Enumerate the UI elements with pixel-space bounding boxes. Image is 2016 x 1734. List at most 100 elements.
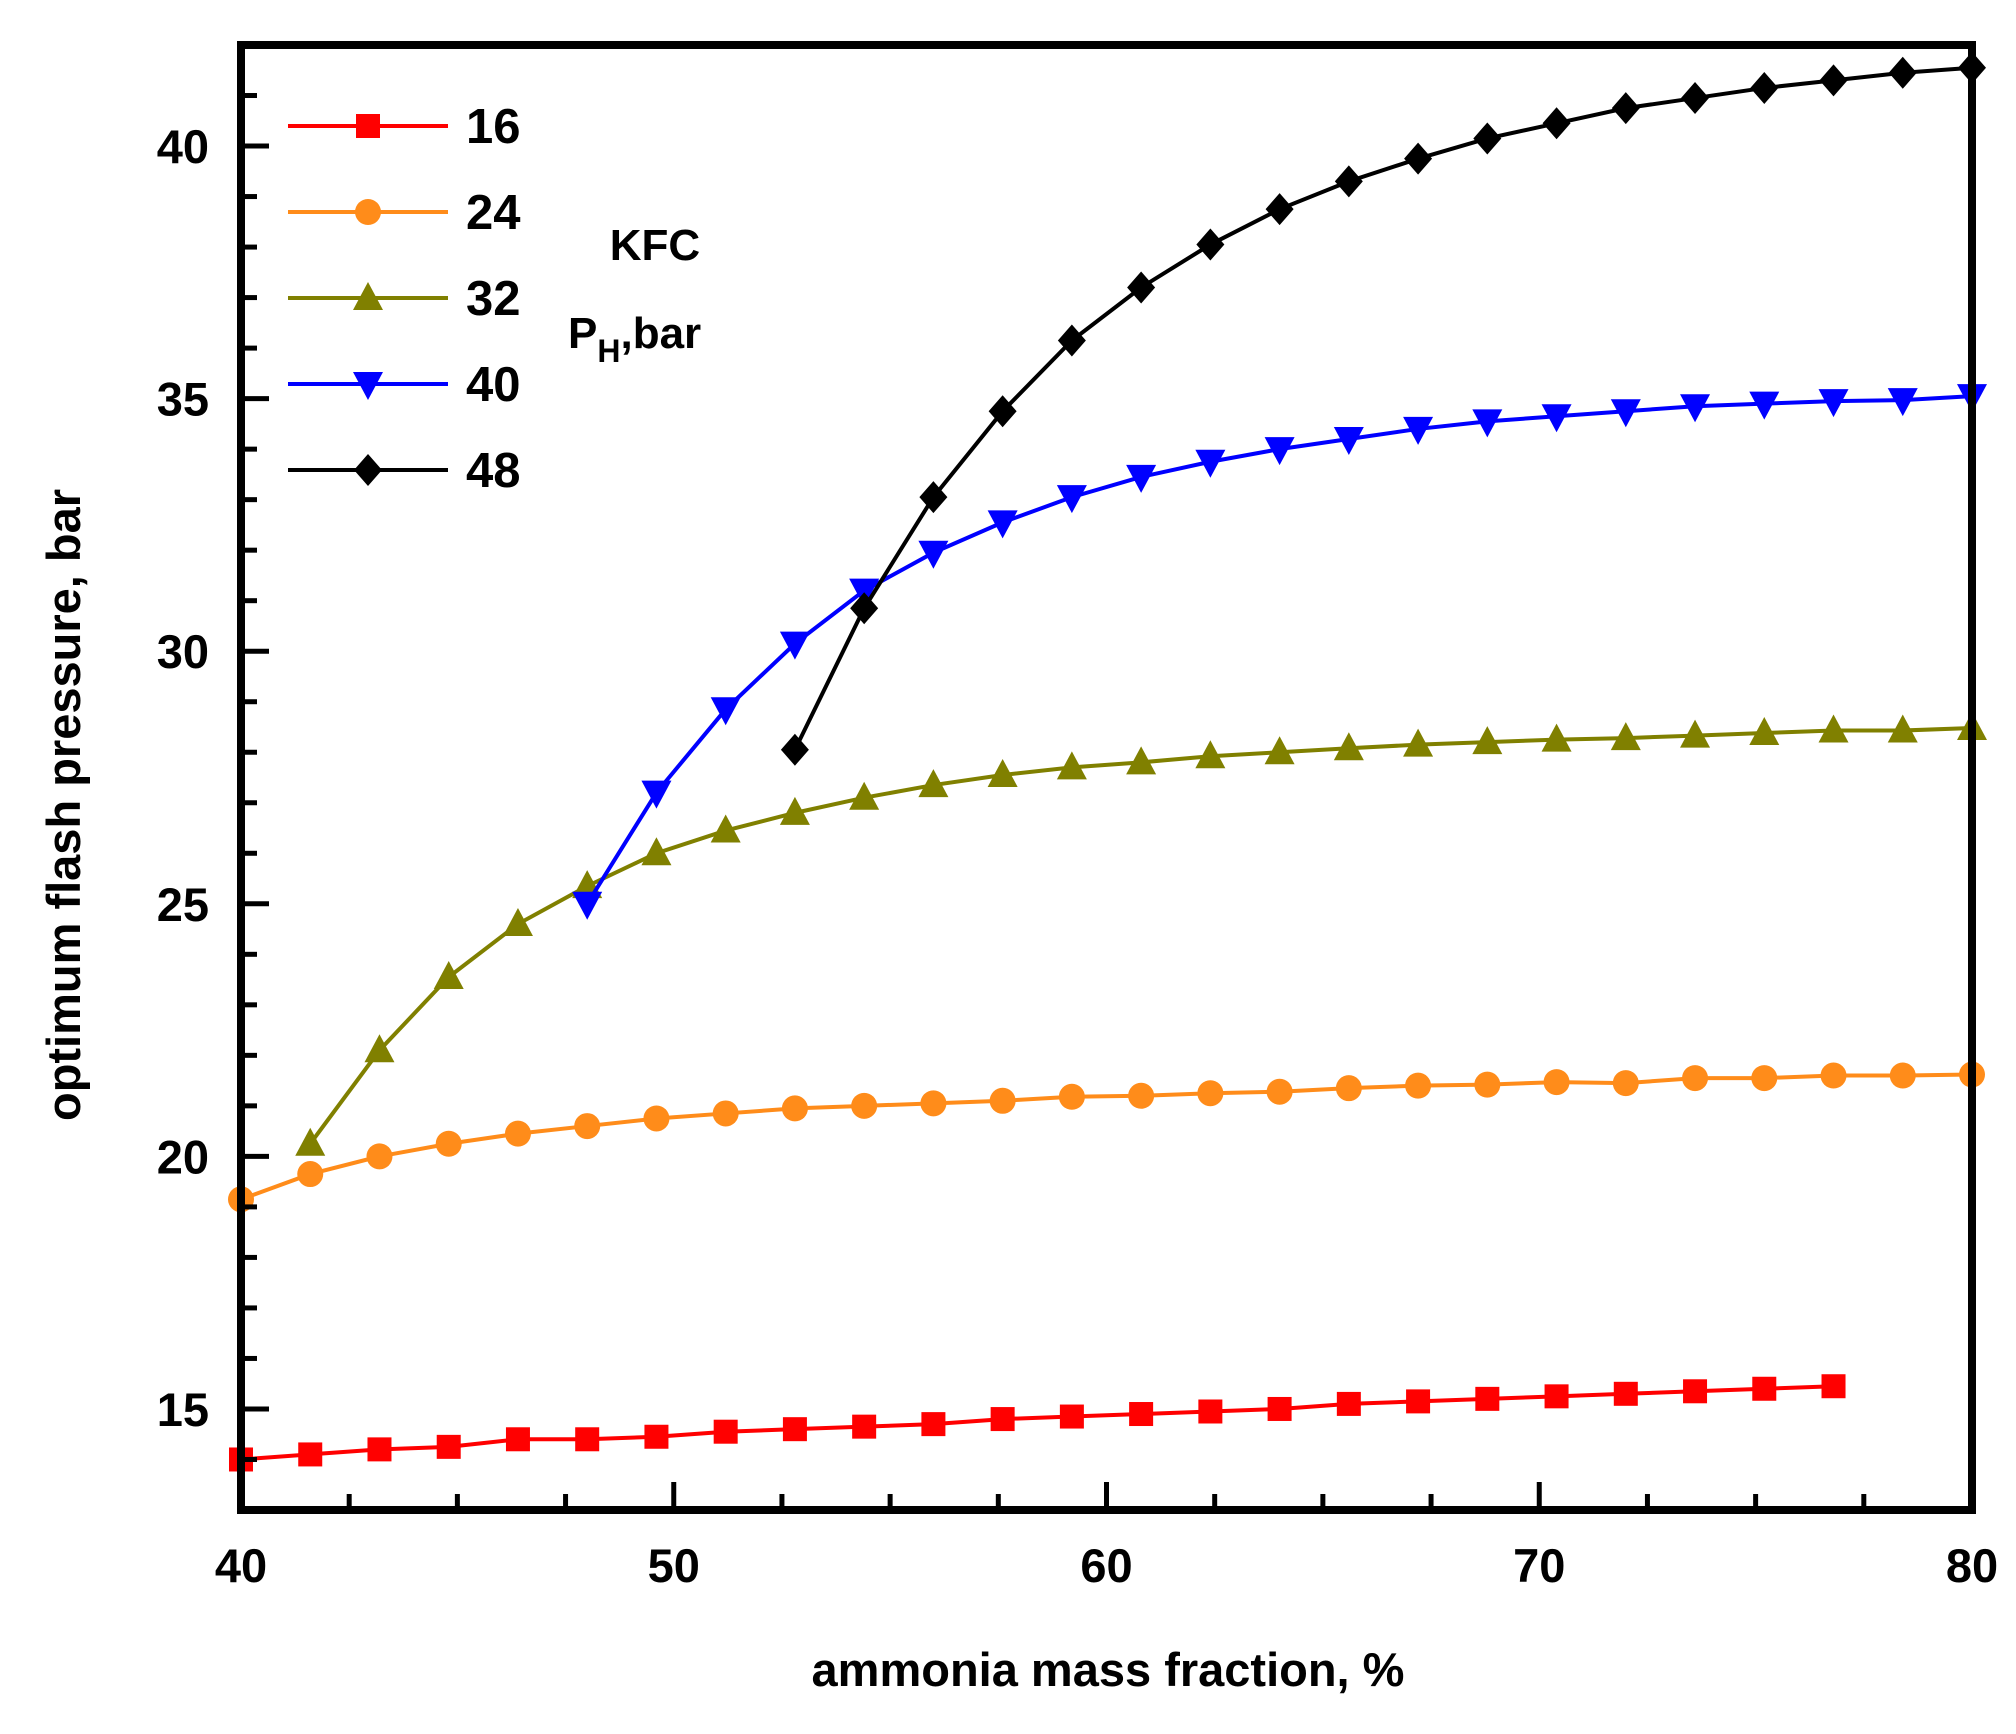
data-point bbox=[713, 1419, 738, 1444]
x-tick-label: 70 bbox=[1513, 1539, 1565, 1592]
x-tick-label: 60 bbox=[1080, 1539, 1132, 1592]
series-32 bbox=[295, 711, 1987, 1156]
tick-layer: 40 50 60 70 80 15 20 25 30 35 40 bbox=[157, 42, 1998, 1592]
legend-label: 24 bbox=[466, 186, 521, 240]
data-point bbox=[1818, 389, 1849, 418]
data-point bbox=[1403, 416, 1434, 445]
data-point bbox=[1610, 399, 1641, 428]
annotation-ph-bar: PH,bar bbox=[568, 309, 701, 369]
data-point bbox=[1406, 1389, 1431, 1414]
data-point bbox=[1680, 719, 1711, 748]
data-point bbox=[710, 697, 741, 726]
series-16 bbox=[229, 1374, 1846, 1472]
data-point bbox=[297, 1161, 324, 1188]
data-point bbox=[1334, 165, 1363, 198]
data-point bbox=[1473, 122, 1502, 155]
data-point bbox=[781, 1095, 808, 1122]
x-axis-title: ammonia mass fraction, % bbox=[812, 1643, 1405, 1696]
data-point bbox=[1682, 1065, 1709, 1092]
data-point bbox=[1265, 193, 1294, 226]
data-point bbox=[1126, 464, 1157, 493]
data-point bbox=[502, 908, 533, 936]
data-point bbox=[1543, 1069, 1570, 1096]
y-tick-label: 15 bbox=[157, 1383, 209, 1436]
data-point bbox=[1613, 1381, 1638, 1406]
data-point bbox=[1612, 1070, 1639, 1097]
data-point bbox=[1749, 717, 1780, 746]
annotation-p: P bbox=[568, 309, 597, 358]
legend-item-16: 16 bbox=[288, 100, 521, 154]
data-point bbox=[1056, 751, 1087, 780]
data-point bbox=[919, 481, 948, 514]
legend-marker bbox=[354, 454, 382, 486]
data-point bbox=[1195, 449, 1226, 478]
data-point bbox=[989, 1087, 1016, 1114]
data-point bbox=[643, 1105, 670, 1132]
data-point bbox=[1267, 1396, 1292, 1421]
data-point bbox=[849, 781, 880, 810]
legend-marker bbox=[356, 114, 380, 138]
data-point bbox=[1541, 723, 1572, 752]
data-point bbox=[367, 1437, 392, 1462]
series-layer bbox=[228, 51, 1987, 1472]
data-point bbox=[1058, 1083, 1085, 1110]
data-point bbox=[1126, 746, 1157, 775]
data-point bbox=[920, 1090, 947, 1117]
data-point bbox=[1681, 82, 1710, 115]
data-point bbox=[1751, 1065, 1778, 1092]
legend-item-40: 40 bbox=[288, 358, 521, 412]
data-point bbox=[1472, 409, 1503, 438]
data-point bbox=[1127, 271, 1156, 304]
annotation-kfc: KFC bbox=[610, 221, 700, 270]
data-point bbox=[782, 1417, 807, 1442]
data-point bbox=[1474, 1071, 1501, 1098]
data-point bbox=[921, 1412, 946, 1437]
data-point bbox=[1611, 92, 1640, 125]
data-point bbox=[1336, 1391, 1361, 1416]
data-point bbox=[1887, 388, 1918, 417]
data-point bbox=[1333, 427, 1364, 456]
data-point bbox=[1818, 714, 1849, 743]
data-point bbox=[1333, 732, 1364, 761]
data-point bbox=[1059, 1404, 1084, 1429]
data-point bbox=[710, 814, 741, 843]
data-point bbox=[852, 1414, 877, 1439]
series-24 bbox=[228, 1061, 1985, 1213]
data-point bbox=[1404, 142, 1433, 175]
data-point bbox=[1749, 391, 1780, 420]
data-point bbox=[1752, 1376, 1777, 1401]
data-point bbox=[1264, 437, 1295, 466]
legend-marker bbox=[355, 199, 381, 225]
data-point bbox=[918, 769, 949, 798]
legend-item-24: 24 bbox=[288, 186, 521, 240]
data-point bbox=[435, 1130, 462, 1157]
legend-label: 16 bbox=[466, 100, 521, 154]
data-point bbox=[1820, 1062, 1847, 1089]
data-point bbox=[1129, 1402, 1154, 1427]
data-point bbox=[298, 1442, 323, 1467]
data-point bbox=[1683, 1379, 1708, 1404]
data-point bbox=[1266, 1078, 1293, 1105]
legend-item-32: 32 bbox=[288, 272, 521, 326]
data-point bbox=[1056, 485, 1087, 514]
data-point bbox=[990, 1407, 1015, 1432]
data-point bbox=[644, 1424, 669, 1449]
y-axis-title: optimum flash pressure, bar bbox=[37, 489, 90, 1121]
annotation-bar-unit: ,bar bbox=[620, 309, 701, 358]
data-point bbox=[1887, 714, 1918, 743]
data-point bbox=[504, 1120, 531, 1147]
legend-label: 32 bbox=[466, 272, 521, 326]
y-tick-label: 40 bbox=[157, 120, 209, 173]
data-point bbox=[1403, 728, 1434, 757]
data-point bbox=[1819, 64, 1848, 97]
data-point bbox=[987, 758, 1018, 787]
data-point bbox=[572, 891, 603, 920]
data-point bbox=[1750, 71, 1779, 104]
data-point bbox=[1264, 736, 1295, 765]
data-point bbox=[779, 631, 810, 660]
data-point bbox=[433, 961, 464, 990]
y-tick-label: 30 bbox=[157, 625, 209, 678]
x-tick-label: 80 bbox=[1946, 1539, 1998, 1592]
